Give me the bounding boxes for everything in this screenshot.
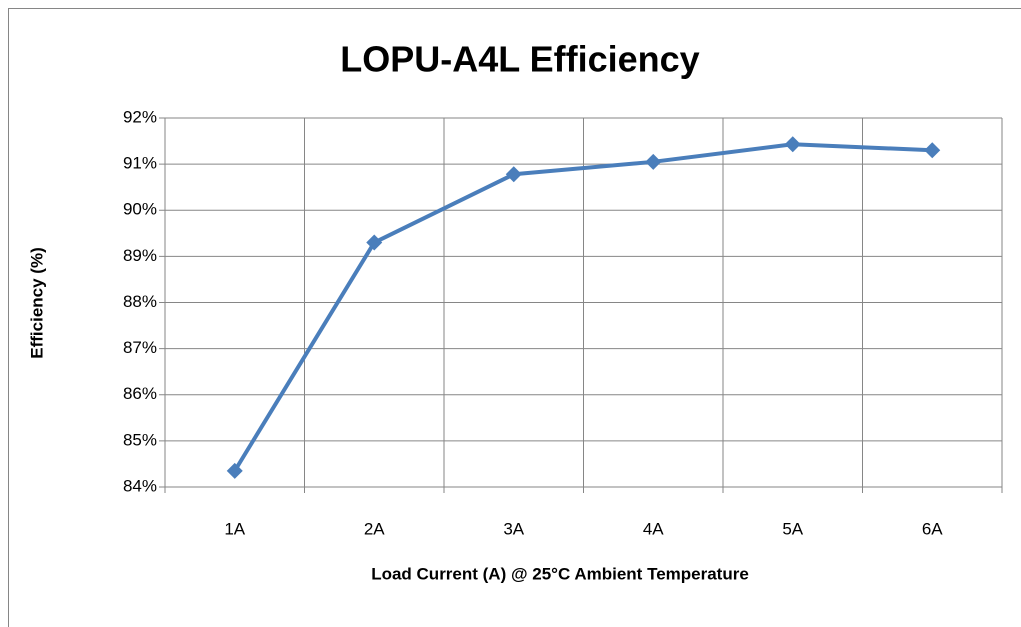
y-tick-label: 85% — [123, 430, 157, 449]
data-marker — [366, 234, 383, 251]
x-tick-label: 4A — [643, 519, 664, 538]
y-tick-label: 88% — [123, 292, 157, 311]
chart-title: LOPU-A4L Efficiency — [340, 39, 699, 80]
y-tick-label: 90% — [123, 200, 157, 219]
y-tick-label: 84% — [123, 476, 157, 495]
y-tick-label: 91% — [123, 154, 157, 173]
y-tick-label: 89% — [123, 246, 157, 265]
y-tick-label: 87% — [123, 338, 157, 357]
x-tick-label: 1A — [224, 519, 245, 538]
data-marker — [784, 136, 801, 153]
data-line — [233, 142, 933, 472]
y-tick-label: 86% — [123, 384, 157, 403]
chart-border — [8, 8, 1021, 627]
data-marker — [505, 166, 522, 183]
x-tick-label: 3A — [503, 519, 524, 538]
x-tick-label: 6A — [922, 519, 943, 538]
x-tick-label: 2A — [364, 519, 385, 538]
x-tick-label: 5A — [782, 519, 803, 538]
data-marker — [924, 142, 941, 159]
data-marker — [226, 462, 243, 479]
y-tick-label: 92% — [123, 107, 157, 126]
y-axis-label: Efficiency (%) — [27, 247, 46, 358]
x-axis-label: Load Current (A) @ 25°C Ambient Temperat… — [371, 564, 749, 583]
data-marker — [645, 153, 662, 170]
